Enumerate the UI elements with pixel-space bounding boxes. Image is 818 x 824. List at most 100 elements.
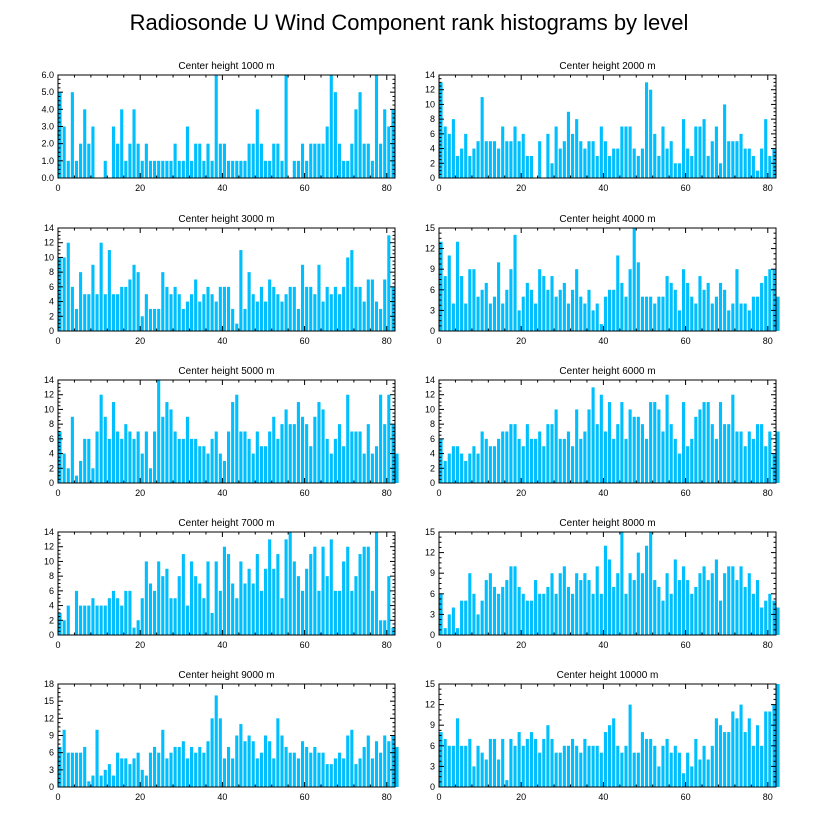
bar	[562, 282, 566, 331]
bar	[727, 310, 731, 331]
bar	[387, 394, 391, 483]
bar	[546, 133, 550, 178]
bar	[513, 424, 517, 483]
bar	[513, 566, 517, 635]
bar	[521, 593, 525, 635]
bar	[673, 438, 677, 483]
bar	[370, 453, 374, 483]
bar	[173, 431, 177, 483]
bar	[492, 738, 497, 787]
bar	[325, 764, 329, 787]
bar	[144, 294, 148, 331]
bar	[70, 416, 74, 483]
bar	[653, 580, 657, 635]
bar	[374, 446, 379, 483]
x-tick-label: 40	[217, 488, 227, 498]
bar	[231, 160, 235, 178]
bar	[644, 438, 649, 483]
bar	[677, 163, 681, 178]
bar	[706, 282, 710, 331]
bar	[743, 303, 747, 331]
bar	[329, 539, 333, 635]
bar	[739, 303, 743, 331]
y-tick-label: 3	[430, 761, 435, 771]
bar	[669, 752, 673, 787]
bar	[79, 272, 83, 331]
bar	[497, 593, 501, 635]
bar	[153, 746, 157, 787]
bar	[263, 446, 268, 483]
bar	[612, 586, 616, 635]
bar	[534, 438, 538, 483]
bar	[157, 308, 161, 331]
bar	[636, 416, 640, 483]
bar	[464, 133, 468, 178]
bar	[529, 289, 534, 331]
y-tick-label: 14	[44, 375, 54, 385]
bar	[558, 289, 562, 331]
bar	[292, 424, 296, 483]
bar	[595, 424, 599, 483]
x-tick-label: 0	[436, 640, 441, 650]
bar	[268, 539, 272, 635]
bar	[288, 532, 292, 635]
bar	[542, 446, 546, 483]
bar	[488, 303, 492, 331]
bar	[87, 143, 91, 178]
bar	[157, 561, 161, 635]
bar	[95, 431, 99, 483]
bar	[329, 453, 333, 483]
bar	[455, 628, 460, 635]
bar	[235, 394, 239, 483]
bar	[227, 431, 231, 483]
bar	[455, 718, 460, 787]
bar	[354, 576, 358, 635]
bar	[735, 141, 739, 178]
bar	[284, 75, 288, 178]
bar	[124, 424, 128, 483]
bar	[99, 605, 103, 635]
bar	[538, 431, 542, 483]
y-tick-label: 2	[430, 463, 435, 473]
bar	[177, 746, 181, 787]
y-tick-label: 10	[425, 404, 435, 414]
bar	[628, 573, 632, 635]
bar	[690, 593, 694, 635]
bar	[362, 143, 366, 178]
x-tick-label: 60	[300, 792, 310, 802]
bar	[723, 424, 727, 483]
bar	[677, 453, 681, 483]
bar	[575, 269, 579, 331]
bar	[305, 424, 309, 483]
bar	[764, 446, 768, 483]
bar	[362, 546, 366, 635]
bar	[653, 133, 657, 178]
bar	[239, 250, 243, 331]
bar	[525, 424, 529, 483]
bar	[165, 568, 169, 635]
bar	[542, 593, 546, 635]
bar	[346, 394, 350, 483]
y-tick-label: 15	[425, 527, 435, 537]
bar	[484, 141, 488, 178]
y-tick-label: 12	[425, 244, 435, 254]
bar	[497, 148, 501, 178]
bar	[616, 424, 620, 483]
bar	[735, 718, 739, 787]
bar	[636, 752, 640, 787]
bar	[305, 286, 309, 331]
bar	[181, 554, 185, 635]
x-tick-label: 20	[135, 336, 145, 346]
bar	[669, 424, 673, 483]
bar	[272, 416, 276, 483]
y-tick-label: 4	[430, 449, 435, 459]
bar	[669, 282, 673, 331]
bar	[91, 468, 95, 483]
bar	[731, 711, 735, 787]
bar	[476, 141, 480, 178]
bar	[694, 126, 698, 178]
bar	[305, 568, 309, 635]
x-tick-label: 40	[217, 792, 227, 802]
bar	[91, 775, 95, 787]
bar	[468, 155, 472, 178]
